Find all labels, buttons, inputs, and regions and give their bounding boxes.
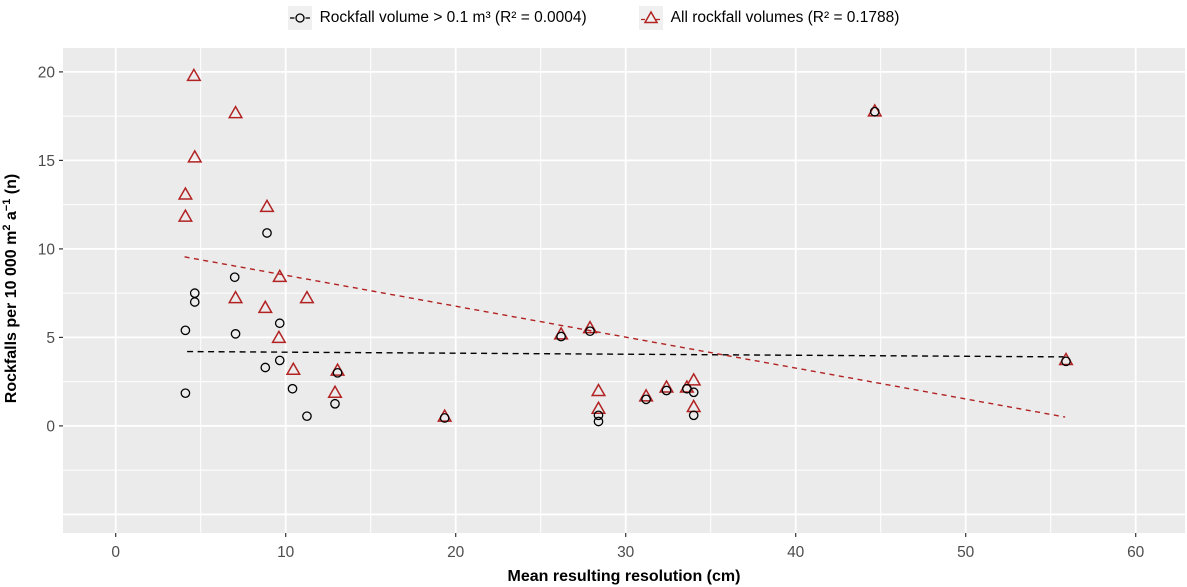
scatter-point-triangle	[227, 105, 244, 119]
trend-line-triangle	[184, 256, 1066, 418]
scatter-point-circle	[593, 410, 604, 421]
x-tick-label: 0	[111, 544, 120, 561]
x-tick-label: 40	[787, 544, 805, 561]
scatter-point-circle	[661, 385, 672, 396]
y-tick-label: 5	[46, 330, 55, 347]
scatter-point-circle	[262, 228, 272, 238]
y-axis-title-superscript: −1	[1, 199, 13, 212]
y-axis-title-text: (n)	[3, 174, 20, 199]
scatter-point-triangle	[177, 208, 193, 222]
scatter-point-circle	[593, 416, 604, 427]
scatter-point-circle	[302, 411, 312, 422]
y-tick-label: 20	[38, 64, 56, 81]
x-tick-label: 30	[617, 544, 635, 561]
scatter-point-triangle	[187, 149, 203, 163]
scatter-point-circle	[556, 331, 566, 342]
legend-item-large-rockfall: Rockfall volume > 0.1 m³ (R² = 0.0004)	[287, 6, 587, 30]
scatter-point-triangle	[285, 361, 301, 376]
y-tick-label: 0	[46, 418, 55, 435]
scatter-point-circle	[1061, 356, 1071, 367]
scatter-point-circle	[260, 362, 271, 373]
scatter-point-triangle	[257, 299, 273, 314]
y-axis-title: Rockfalls per 10 000 m2 a−1 (n)	[1, 174, 20, 403]
scatter-point-triangle	[590, 382, 607, 397]
scatter-point-circle	[688, 387, 699, 398]
scatter-point-triangle	[658, 379, 675, 393]
trend-lines	[184, 256, 1067, 418]
triangle-dashed-line-icon	[640, 10, 661, 24]
legend-key-circle	[287, 6, 312, 30]
y-tick-label: 15	[38, 153, 55, 170]
scatter-point-circle	[688, 410, 699, 421]
scatter-point-triangle	[327, 384, 343, 399]
axis-tick-labels: 0 10 20 30 40 50 60 0 5 10 15 20	[38, 64, 1145, 561]
scatter-point-triangle	[186, 67, 202, 82]
data-points	[177, 67, 1074, 427]
scatter-point-circle	[180, 388, 191, 399]
circle-dashed-line-icon	[289, 13, 310, 23]
legend-label-all-volumes: All rockfall volumes (R² = 0.1788)	[670, 9, 900, 26]
scatter-point-triangle	[259, 198, 275, 213]
scatter-point-circle	[641, 394, 651, 405]
scatter-point-circle	[439, 413, 450, 423]
y-axis-title-superscript: 2	[1, 225, 13, 231]
scatter-point-triangle	[590, 400, 607, 414]
plot-panel	[63, 48, 1185, 533]
scatter-point-circle	[287, 383, 298, 394]
scatter-point-circle	[230, 329, 241, 339]
scatter-point-triangle	[686, 372, 702, 386]
y-axis-title-text: a	[3, 211, 20, 224]
panel-background	[63, 48, 1185, 533]
scatter-point-circle	[274, 318, 285, 329]
y-tick-label: 10	[38, 241, 56, 258]
scatter-point-triangle	[227, 290, 244, 304]
x-tick-label: 60	[1127, 544, 1145, 561]
legend-label-large-rockfall: Rockfall volume > 0.1 m³ (R² = 0.0004)	[319, 9, 587, 26]
scatter-point-circle	[180, 325, 191, 336]
legend: Rockfall volume > 0.1 m³ (R² = 0.0004) A…	[0, 2, 1187, 34]
scatter-point-triangle	[638, 388, 654, 402]
scatter-point-circle	[330, 398, 340, 409]
x-tick-label: 20	[447, 544, 465, 561]
scatter-point-triangle	[299, 290, 315, 304]
scatter-point-circle	[189, 297, 200, 307]
axis-titles: Mean resulting resolution (cm) Rockfalls …	[1, 174, 740, 585]
gridlines	[63, 48, 1185, 533]
x-axis-title: Mean resulting resolution (cm)	[508, 568, 741, 585]
scatter-point-triangle	[582, 320, 598, 334]
scatter-point-triangle	[271, 329, 287, 344]
x-tick-label: 10	[277, 544, 295, 561]
legend-key-triangle	[638, 6, 663, 30]
scatter-point-triangle	[177, 186, 193, 200]
scatter-point-triangle	[272, 268, 288, 283]
scatter-point-circle	[332, 367, 343, 378]
scatter-point-circle	[274, 355, 285, 366]
y-axis-title-text: Rockfalls per 10 000 m	[3, 231, 20, 404]
legend-item-all-volumes: All rockfall volumes (R² = 0.1788)	[638, 6, 900, 30]
scatter-point-circle	[229, 272, 240, 283]
x-tick-label: 50	[957, 544, 975, 561]
scatter-point-circle	[869, 106, 880, 117]
axis-ticks	[59, 71, 1137, 537]
scatter-point-circle	[585, 326, 595, 337]
